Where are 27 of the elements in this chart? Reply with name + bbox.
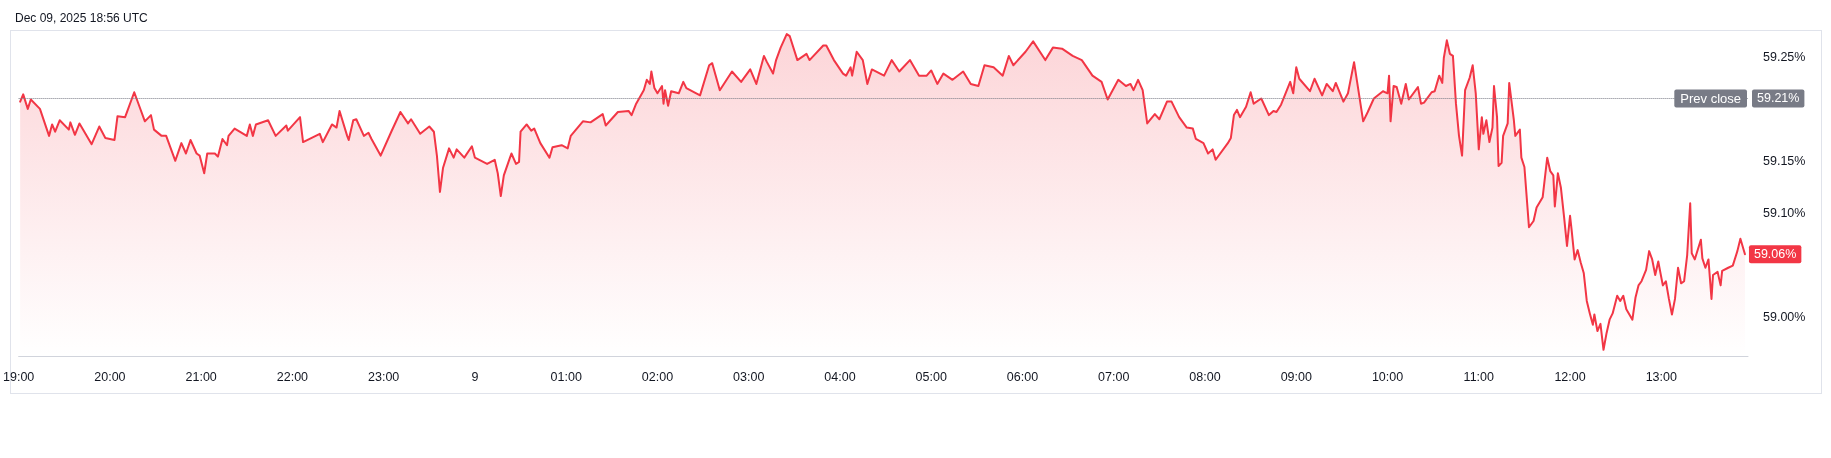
x-tick-label: 20:00 xyxy=(94,369,126,384)
x-tick-label: 22:00 xyxy=(276,369,309,384)
chart-title: Dec 09, 2025 18:56 UTC xyxy=(15,11,149,25)
x-tick-label: 23:00 xyxy=(368,369,400,384)
x-tick-label: 12:00 xyxy=(1554,369,1586,384)
y-tick-label: 59.25% xyxy=(1763,49,1806,64)
y-tick-label: 59.15% xyxy=(1763,153,1806,168)
ref-line-label: Prev close xyxy=(1680,90,1741,106)
annotation: 59.21% xyxy=(1757,91,1800,106)
x-tick-label: 19:00 xyxy=(3,369,35,384)
x-tick-label: 10:00 xyxy=(1371,369,1404,384)
x-tick-label: 04:00 xyxy=(824,369,856,384)
x-tick-label: 05:00 xyxy=(915,369,947,384)
x-tick-label: 08:00 xyxy=(1189,369,1221,384)
x-tick-label: 21:00 xyxy=(185,369,217,384)
x-tick-label: 03:00 xyxy=(733,369,765,384)
y-tick-label: 59.00% xyxy=(1763,309,1806,324)
y-tick-label: 59.10% xyxy=(1763,205,1806,220)
x-tick-label: 02:00 xyxy=(641,369,674,384)
x-tick-label: 06:00 xyxy=(1006,369,1039,384)
x-tick-label: 01:00 xyxy=(550,369,582,384)
x-tick-label: 9 xyxy=(471,369,479,384)
x-tick-label: 07:00 xyxy=(1098,369,1130,384)
annotation: 59.06% xyxy=(1753,247,1797,262)
x-tick-label: 13:00 xyxy=(1645,369,1677,384)
x-tick-label: 11:00 xyxy=(1463,369,1495,384)
x-tick-label: 09:00 xyxy=(1280,369,1312,384)
